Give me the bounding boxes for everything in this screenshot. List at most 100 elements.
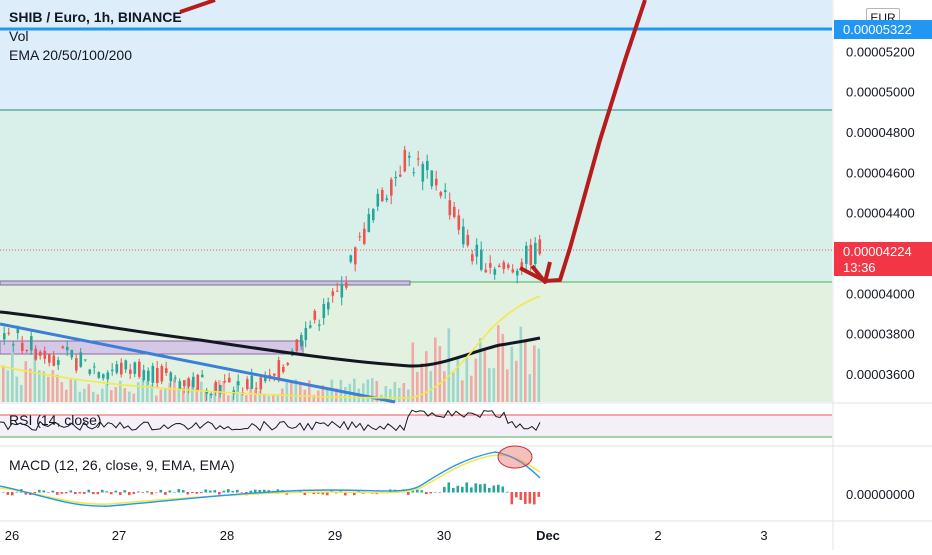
volume-bar [362,383,365,402]
volume-bar [38,370,41,402]
candle-body [453,206,456,218]
volume-bar [393,381,397,402]
macd-line [0,451,541,507]
macd-histogram-bar [114,490,118,493]
candle-body [322,303,326,319]
macd-histogram-bar [353,492,356,496]
candle-body [349,255,353,262]
rsi-line [0,409,541,432]
volume-bar [227,395,230,402]
macd-histogram-bar [263,489,266,493]
volume-bar [51,370,55,402]
candle-body [493,269,497,275]
volume-bar [425,351,428,402]
macd-histogram-bar [119,492,122,495]
candle-body [511,269,515,273]
candle-body [133,362,137,374]
candle-body [174,377,177,379]
macd-histogram-bar [150,492,154,495]
volume-bar [402,383,406,402]
macd-histogram-bar [443,486,446,493]
candle-body [183,380,186,387]
bar-countdown: 13:36 [843,260,876,275]
candle-body [385,198,389,200]
volume-bar [191,380,194,402]
time-axis-label: 29 [328,528,342,543]
volume-bar [20,384,23,402]
volume-bar [42,371,46,402]
candle-body [88,369,92,374]
candle-body [300,334,303,347]
candle-body [16,329,20,333]
candle-body [129,369,132,374]
upper-arrow-stub [179,0,216,14]
candle-body [313,310,317,320]
candle-body [318,324,321,326]
rsi-pane-label[interactable]: RSI (14, close) [9,412,102,428]
macd-histogram-bar [465,482,469,493]
candle-body [124,360,128,370]
volume-bar [519,326,523,402]
macd-histogram-bar [33,492,37,495]
candle-body [412,172,416,174]
macd-histogram-bar [533,492,536,505]
macd-histogram-bar [321,492,325,495]
macd-histogram-bar [155,492,158,493]
candle-body [466,235,470,246]
macd-histogram-bar [420,490,424,493]
volume-bar [146,380,149,402]
volume-bar [474,358,478,402]
candle-body [43,350,47,359]
macd-histogram-bar [168,490,172,493]
macd-pane-label[interactable]: MACD (12, 26, close, 9, EMA, EMA) [9,457,235,473]
macd-histogram-bar [470,487,473,493]
candle-body [102,374,105,379]
candle-body [502,262,506,270]
volume-bar [65,389,68,402]
candle-body [79,352,83,367]
macd-histogram-bar [101,489,104,493]
volume-bar [344,387,347,402]
candle-body [61,346,65,349]
volume-bar [452,372,455,402]
volume-bar [137,382,140,402]
volume-bar [366,379,370,402]
macd-histogram-bar [326,492,329,496]
candle-body [93,366,96,368]
candle-body [151,365,155,383]
volume-bar [150,384,154,402]
macd-histogram-bar [510,492,514,505]
ema-legend[interactable]: EMA 20/50/100/200 [9,47,132,63]
time-axis-label: Dec [536,528,560,543]
candle-body [336,290,339,292]
macd-histogram-bar [38,489,41,493]
volume-bar [524,339,527,402]
volume-bar [101,388,104,402]
volume-bar [411,342,415,402]
volume-bar [177,389,181,402]
macd-histogram-bar [303,492,307,496]
macd-histogram-bar [227,489,230,493]
candle-body [462,226,465,245]
volume-legend[interactable]: Vol [9,28,29,44]
last-price-tag: 0.00004224 13:36 [834,242,932,276]
candle-body [480,249,483,270]
time-axis-label: 27 [112,528,126,543]
macd-histogram-bar [83,492,86,494]
candle-body [439,192,443,196]
symbol-title[interactable]: SHIB / Euro, 1h, BINANCE [9,9,182,25]
macd-histogram-bar [2,491,5,493]
macd-histogram-bar [501,486,505,493]
volume-bar [114,387,118,402]
macd-histogram-bar [132,492,136,495]
volume-bar [182,388,185,402]
price-axis-label: 0.00003800 [846,327,915,342]
candle-body [498,265,501,268]
candle-body [169,372,173,382]
price-axis-label: 0.00004600 [846,165,915,180]
volume-bar [479,338,482,402]
descending-trendline [0,322,396,404]
volume-bar [24,361,28,402]
